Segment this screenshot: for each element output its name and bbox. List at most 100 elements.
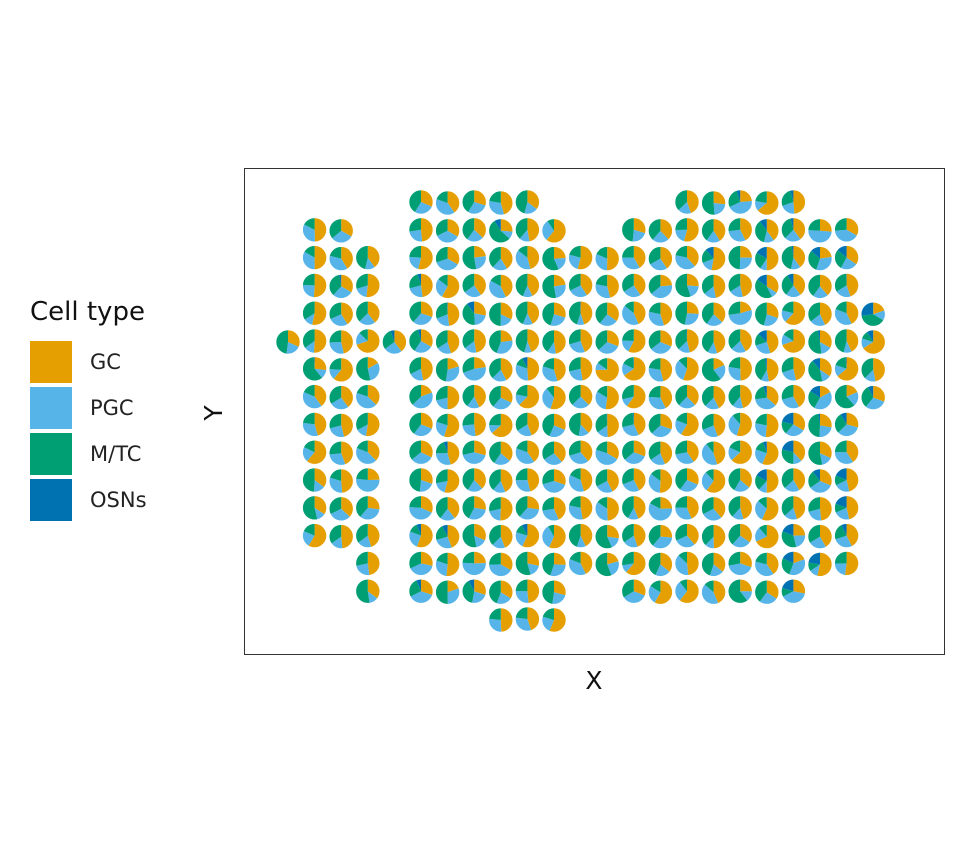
pie-slice-pgc: [596, 481, 613, 494]
pie-slice-pgc: [493, 481, 506, 494]
pie-spot: [461, 356, 487, 382]
pie-slice-mtc: [435, 330, 448, 349]
pie-spot: [461, 467, 487, 493]
pie-slice-gc: [554, 441, 567, 463]
pie-slice-gc: [793, 523, 806, 536]
pie-slice-pgc: [541, 526, 554, 548]
pie-slice-mtc: [755, 441, 767, 454]
pie-spot: [408, 495, 434, 521]
pie-slice-osns: [835, 468, 847, 480]
pie-spot: [860, 329, 886, 355]
pie-slice-pgc: [550, 564, 566, 577]
pie-spot: [621, 384, 647, 409]
pie-spot: [807, 246, 833, 271]
pie-spot: [568, 523, 593, 548]
pie-spot: [807, 274, 833, 299]
pie-slice-osns: [416, 579, 421, 592]
pie-slice-mtc: [515, 273, 528, 297]
pie-slice-mtc: [488, 191, 501, 203]
pie-outline: [648, 385, 673, 410]
pie-spot: [435, 413, 460, 438]
pie-slice-gc: [474, 329, 487, 353]
pie-slice-gc: [873, 357, 886, 382]
pie-slice-pgc: [515, 250, 531, 270]
pie-slice-osns: [817, 329, 820, 342]
pie-outline: [328, 496, 354, 522]
pie-spot: [834, 384, 859, 409]
pie-slice-gc: [654, 580, 673, 605]
pie-slice-gc: [660, 274, 673, 287]
pie-outline: [435, 385, 460, 410]
pie-slice-mtc: [329, 441, 342, 455]
pie-spot: [781, 467, 806, 493]
pie-slice-gc: [444, 469, 460, 494]
pie-slice-gc: [308, 523, 327, 548]
pie-slice-gc: [447, 496, 460, 519]
pie-slice-pgc: [739, 257, 753, 270]
pie-slice-osns: [705, 246, 714, 259]
pie-slice-pgc: [651, 285, 673, 299]
pie-spot: [621, 300, 647, 326]
pie-spot: [807, 496, 833, 522]
pie-slice-gc: [793, 468, 806, 491]
pie-slice-mtc: [568, 384, 581, 406]
legend-swatch-osns: [30, 479, 72, 521]
pie-slice-mtc: [834, 329, 847, 353]
pie-slice-pgc: [732, 535, 751, 548]
pie-spot: [834, 356, 859, 382]
pie-slice-gc: [785, 301, 806, 326]
pie-slice-gc: [341, 441, 354, 465]
pie-slice-pgc: [595, 391, 608, 410]
pie-slice-gc: [313, 273, 327, 298]
pie-outline: [621, 273, 647, 298]
pie-spot: [355, 439, 381, 465]
pie-slice-gc: [766, 246, 779, 271]
pie-outline: [807, 468, 833, 494]
pie-slice-gc: [421, 356, 434, 381]
pie-slice-pgc: [729, 201, 753, 215]
pie-slice-mtc: [568, 245, 581, 258]
pie-slice-gc: [367, 551, 380, 576]
pie-slice-pgc: [314, 368, 327, 379]
pie-spot: [461, 189, 487, 215]
pie-outline: [541, 496, 567, 522]
pie-slice-gc: [367, 301, 380, 323]
pie-slice-mtc: [462, 217, 475, 240]
pie-slice-gc: [356, 329, 380, 354]
pie-slice-pgc: [462, 424, 476, 437]
pie-slice-gc: [527, 579, 540, 604]
pie-spot: [568, 273, 593, 298]
pie-slice-mtc: [435, 469, 448, 484]
pie-outline: [328, 301, 354, 327]
pie-slice-pgc: [740, 591, 753, 601]
pie-slice-pgc: [436, 258, 458, 271]
pie-slice-gc: [757, 191, 779, 215]
pie-spot: [701, 190, 726, 216]
pie-slice-pgc: [781, 334, 794, 346]
pie-slice-gc: [782, 329, 806, 353]
pie-slice-gc: [793, 412, 806, 431]
pie-outline: [727, 356, 753, 382]
pie-slice-gc: [660, 218, 673, 240]
pie-slice-pgc: [467, 480, 483, 493]
pie-slice-osns: [808, 552, 820, 565]
pie-slice-gc: [740, 468, 753, 488]
pie-spot: [727, 439, 753, 465]
pie-spot: [727, 578, 753, 604]
legend-label-gc: GC: [90, 350, 121, 374]
pie-spot: [488, 496, 514, 522]
pie-slice-pgc: [809, 536, 826, 549]
pie-outline: [488, 413, 514, 438]
pie-slice-gc: [846, 468, 859, 492]
pie-slice-pgc: [702, 425, 718, 438]
pie-spot: [834, 300, 859, 326]
pie-slice-mtc: [648, 385, 661, 398]
pie-outline: [807, 301, 833, 327]
pie-outline: [621, 578, 647, 604]
pie-outline: [621, 328, 647, 354]
pie-slice-mtc: [568, 495, 581, 508]
pie-slice-gc: [367, 579, 380, 599]
pie-slice-pgc: [522, 313, 533, 326]
pie-slice-mtc: [758, 524, 767, 537]
pie-slice-mtc: [808, 330, 822, 354]
